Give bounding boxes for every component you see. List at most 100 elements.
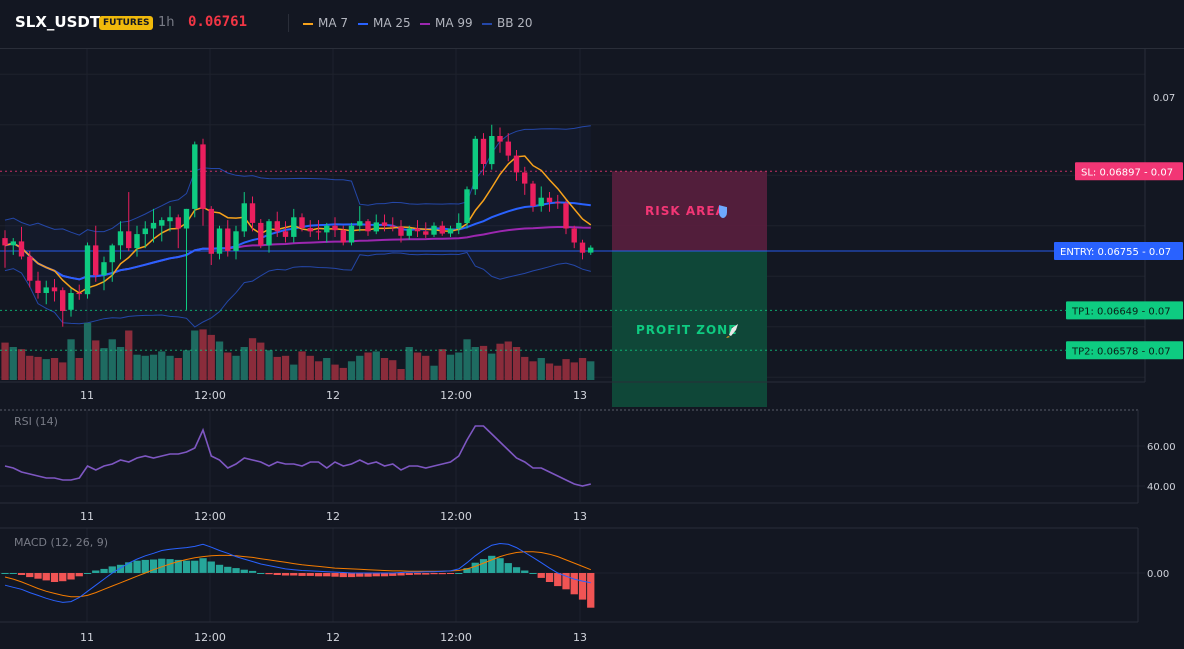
candle-body: [472, 138, 478, 190]
candle-body: [241, 203, 247, 232]
time-tick-label: 13: [573, 510, 587, 523]
volume-bar: [149, 354, 158, 380]
volume-bar: [215, 341, 224, 380]
time-tick-label: 11: [80, 510, 94, 523]
macd-pane[interactable]: MACD (12, 26, 9): [1, 536, 595, 608]
macd-histogram-bar: [42, 573, 50, 581]
symbol-name[interactable]: SLX_USDT: [15, 13, 101, 31]
macd-histogram-bar: [191, 560, 199, 573]
volume-bar: [1, 342, 9, 380]
legend-ma99[interactable]: MA 99: [420, 16, 473, 30]
candle-body: [282, 231, 289, 237]
legend-ma7[interactable]: MA 7: [303, 16, 348, 30]
risk-zone-label: RISK AREA: [645, 204, 726, 218]
volume-bar: [389, 360, 397, 380]
macd-histogram-bar: [471, 562, 479, 573]
legend-bb20[interactable]: BB 20: [482, 16, 533, 30]
volume-bar: [158, 351, 166, 380]
legend-swatch: [303, 22, 313, 25]
macd-histogram-bar: [356, 573, 364, 577]
macd-histogram-bar: [224, 566, 232, 573]
volume-bar: [265, 350, 273, 380]
last-price: 0.06761: [188, 14, 248, 30]
macd-histogram-bar: [50, 573, 59, 582]
candle-body: [414, 228, 421, 232]
legend-ma25[interactable]: MA 25: [358, 16, 411, 30]
candle-body: [505, 141, 511, 156]
volume-bars: [1, 322, 595, 380]
interval-selector[interactable]: 1h: [158, 15, 175, 30]
candle-body: [480, 138, 487, 164]
volume-bar: [380, 358, 389, 380]
volume-bar: [356, 355, 364, 380]
candle-body: [538, 197, 544, 207]
volume-bar: [141, 355, 149, 380]
price-levels: [0, 170, 1145, 351]
candle-body: [18, 241, 25, 257]
level-tags[interactable]: SL: 0.06897 - 0.07 ENTRY: 0.06755 - 0.07 T…: [1054, 162, 1183, 360]
candle-body: [51, 287, 58, 292]
candle-body: [307, 228, 313, 232]
macd-histogram-bar: [529, 573, 537, 574]
candle-body: [208, 208, 214, 254]
macd-histogram-bar: [405, 573, 413, 575]
level-tag-label: TP2: 0.06578 - 0.07: [1071, 346, 1171, 357]
macd-histogram-bar: [83, 573, 92, 574]
candles[interactable]: [2, 124, 594, 327]
macd-histogram-bar: [537, 573, 545, 578]
rocket-icon: [729, 324, 738, 336]
volume-bar: [240, 347, 248, 380]
volume-bar: [463, 339, 471, 380]
candle-body: [324, 225, 330, 233]
volume-bar: [207, 334, 215, 380]
macd-histogram-bar: [92, 570, 100, 573]
volume-bar: [422, 355, 430, 380]
candle-body: [258, 222, 264, 246]
volume-bar: [455, 352, 463, 380]
candle-body: [142, 228, 148, 235]
macd-histogram-bar: [158, 558, 166, 573]
volume-bar: [364, 352, 372, 380]
candle-body: [167, 217, 173, 222]
candle-body: [2, 238, 8, 246]
time-tick-label: 12: [326, 389, 340, 402]
legend-swatch: [358, 22, 368, 25]
rsi-pane[interactable]: RSI (14): [4, 415, 591, 487]
candle-body: [348, 225, 355, 243]
candle-body: [406, 228, 412, 236]
macd-histogram-bar: [479, 559, 488, 573]
macd-histogram-bar: [372, 573, 380, 577]
volume-bar: [570, 362, 578, 380]
volume-bar: [174, 358, 182, 380]
level-tag: [1054, 241, 1183, 260]
candle-body: [563, 203, 569, 229]
macd-histogram-bar: [339, 573, 347, 578]
candle-body: [134, 234, 140, 249]
macd-histogram-bar: [75, 573, 83, 577]
time-tick-label: 12:00: [194, 389, 226, 402]
volume-bar: [224, 352, 232, 380]
macd-histogram-bar: [232, 568, 240, 573]
risk-zone: [612, 171, 767, 251]
volume-bar: [331, 364, 339, 380]
rsi-title: RSI (14): [14, 415, 58, 428]
macd-histogram-bar: [174, 559, 182, 573]
candle-body: [76, 293, 82, 295]
chart-header: SLX_USDT FUTURES 1h 0.06761 MA 7 MA 25 M…: [0, 0, 1184, 49]
candle-body: [299, 217, 305, 228]
volume-bar: [92, 340, 100, 380]
volume-bar: [347, 361, 356, 380]
level-tag-label: TP1: 0.06649 - 0.07: [1071, 306, 1171, 317]
legend-label: MA 7: [318, 16, 349, 30]
bb-lower-line: [4, 251, 591, 328]
volume-bar: [166, 355, 174, 380]
level-tag-label: SL: 0.06897 - 0.07: [1081, 167, 1173, 178]
volume-bar: [248, 338, 257, 380]
time-tick-label: 12:00: [194, 631, 226, 644]
macd-histogram-bar: [496, 558, 504, 573]
candle-body: [68, 293, 74, 310]
macd-histogram-bar: [1, 573, 9, 574]
volume-bar: [405, 347, 413, 380]
candle-body: [522, 172, 528, 184]
